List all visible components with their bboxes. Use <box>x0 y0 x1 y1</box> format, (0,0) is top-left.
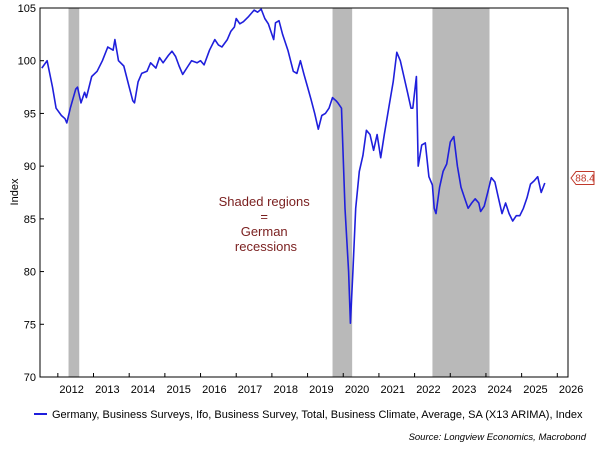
x-tick-label: 2026 <box>559 384 583 396</box>
annotation-line-1: Shaded regions <box>219 194 311 209</box>
y-tick-label: 75 <box>24 319 36 331</box>
x-tick-label: 2020 <box>345 384 369 396</box>
y-tick-label: 100 <box>18 56 36 68</box>
y-tick-label: 95 <box>24 108 36 120</box>
recession-annotation: Shaded regions = German recessions <box>219 194 314 254</box>
x-tick-label: 2017 <box>238 384 262 396</box>
legend: Germany, Business Surveys, Ifo, Business… <box>34 409 583 421</box>
last-value-label: 88.4 <box>575 174 595 185</box>
x-tick-label: 2016 <box>202 384 226 396</box>
y-tick-label: 85 <box>24 214 36 226</box>
y-axis-title: Index <box>9 178 21 205</box>
source-note: Source: Longview Economics, Macrobond <box>409 432 587 443</box>
annotation-line-4: recessions <box>235 239 298 254</box>
plot-frame <box>39 7 569 378</box>
annotation-line-3: German <box>241 224 288 239</box>
x-tick-label: 2021 <box>381 384 405 396</box>
legend-label: Germany, Business Surveys, Ifo, Business… <box>52 409 583 421</box>
axes: 70 75 80 85 90 95 100 105 2012 2013 2014 2015 2016 20… <box>18 3 584 396</box>
x-tick-label: 2023 <box>452 384 476 396</box>
series-line-1 <box>41 8 546 324</box>
y-tick-label: 105 <box>18 3 36 15</box>
annotation-line-2: = <box>260 209 268 224</box>
x-tick-label: 2025 <box>523 384 547 396</box>
x-tick-label: 2012 <box>59 384 83 396</box>
y-tick-label: 90 <box>24 161 36 173</box>
x-tick-label: 2022 <box>416 384 440 396</box>
last-value-callout: 88.4 <box>570 171 595 186</box>
x-tick-label: 2024 <box>488 384 512 396</box>
recession-bands <box>68 8 490 377</box>
x-tick-label: 2015 <box>166 384 190 396</box>
y-tick-label: 80 <box>24 267 36 279</box>
x-tick-label: 2013 <box>95 384 119 396</box>
x-tick-label: 2019 <box>309 384 333 396</box>
recession-band-3 <box>432 8 490 377</box>
y-tick-label: 70 <box>24 372 36 384</box>
series-group <box>41 8 546 324</box>
x-tick-label: 2018 <box>273 384 297 396</box>
recession-band-2 <box>332 8 353 377</box>
recession-band-1 <box>68 8 80 377</box>
last-value-box <box>570 171 595 186</box>
x-tick-label: 2014 <box>131 384 155 396</box>
